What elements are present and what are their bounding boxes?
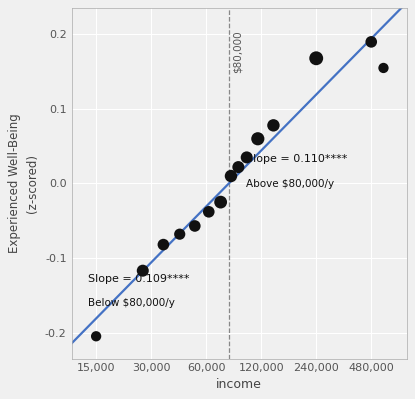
Text: Slope = 0.109****: Slope = 0.109**** bbox=[88, 274, 190, 284]
Point bbox=[176, 231, 183, 237]
Point bbox=[368, 39, 375, 45]
Text: Above $80,000/y: Above $80,000/y bbox=[246, 179, 334, 189]
Y-axis label: Experienced Well-Being
(z-scored): Experienced Well-Being (z-scored) bbox=[8, 114, 39, 253]
Point bbox=[235, 164, 242, 170]
Point bbox=[270, 122, 277, 128]
Point bbox=[254, 136, 261, 142]
X-axis label: income: income bbox=[216, 378, 262, 391]
Point bbox=[244, 154, 250, 160]
Point bbox=[191, 223, 198, 229]
Point bbox=[139, 267, 146, 274]
Point bbox=[160, 241, 167, 248]
Point bbox=[313, 55, 320, 61]
Point bbox=[93, 333, 100, 340]
Text: Below $80,000/y: Below $80,000/y bbox=[88, 298, 175, 308]
Text: $80,000: $80,000 bbox=[233, 31, 243, 73]
Point bbox=[205, 209, 212, 215]
Point bbox=[380, 65, 387, 71]
Point bbox=[228, 173, 234, 179]
Point bbox=[217, 199, 224, 205]
Text: Slope = 0.110****: Slope = 0.110**** bbox=[246, 154, 347, 164]
